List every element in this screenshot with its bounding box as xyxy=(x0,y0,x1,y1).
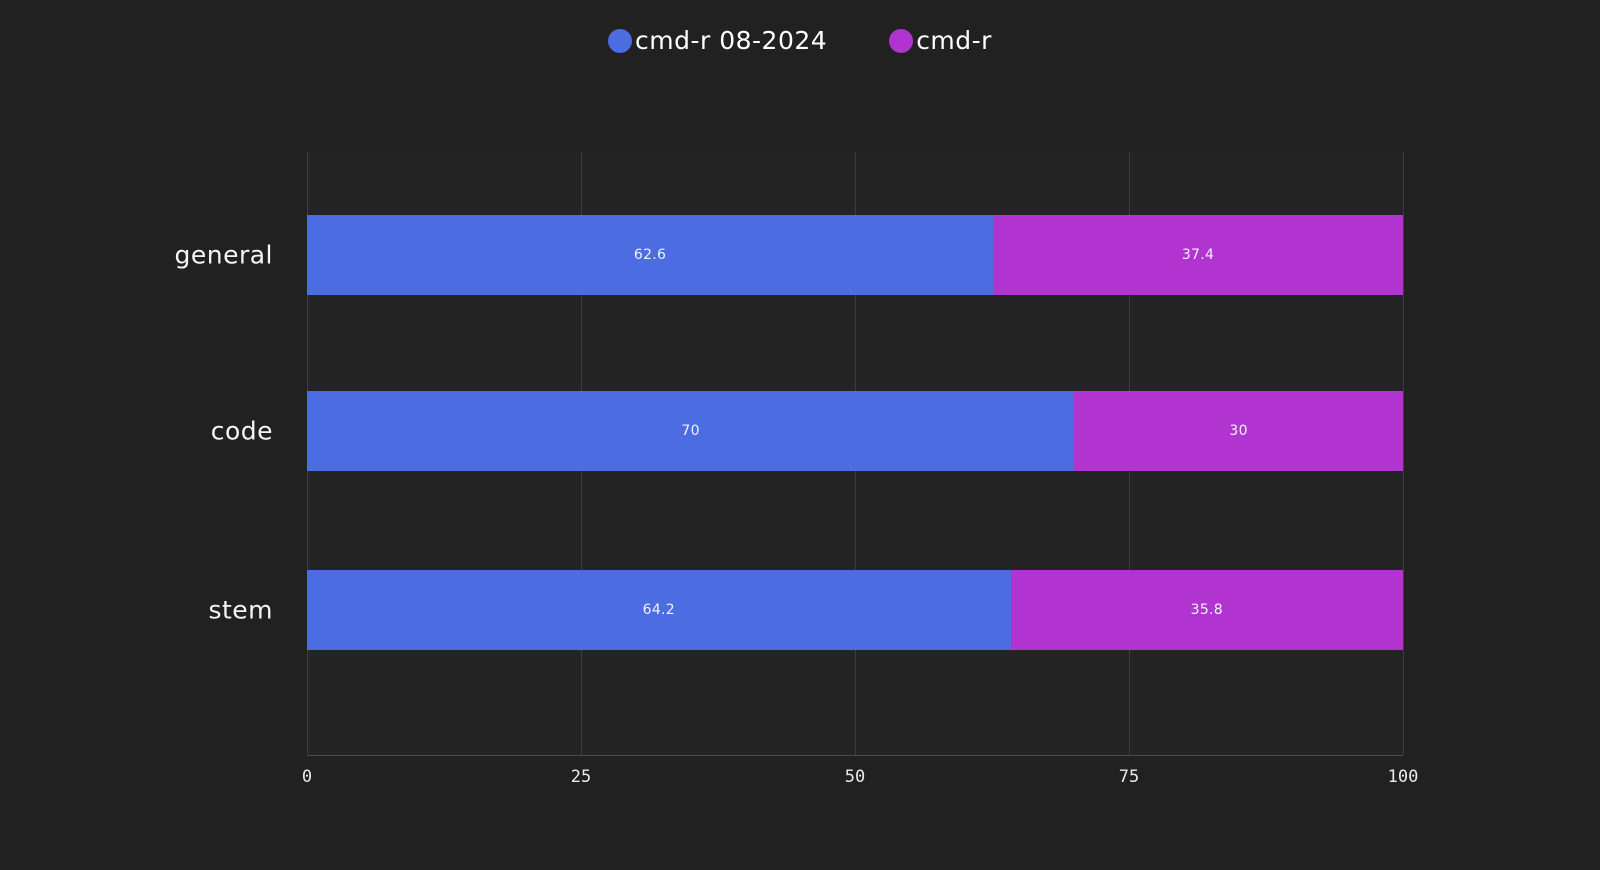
x-axis: 0 25 50 75 100 xyxy=(302,762,1418,794)
stacked-bar-stem: 64.2 35.8 xyxy=(307,570,1403,650)
bar-segment-code-cmd-r 08-2024[interactable]: 70 xyxy=(307,391,1075,471)
x-tick-label: 75 xyxy=(1118,767,1140,787)
legend-item-cmd-r-08-2024[interactable]: cmd-r 08-2024 xyxy=(608,26,827,55)
bar-value-label: 62.6 xyxy=(633,247,667,263)
bar-segment-stem-cmd-r[interactable]: 35.8 xyxy=(1010,570,1403,650)
plot-area: general 62.6 37.4 code 70 30 stem 64.2 35.8 xyxy=(174,152,1404,756)
x-tick-label: 25 xyxy=(570,767,592,787)
bar-segment-stem-cmd-r 08-2024[interactable]: 64.2 xyxy=(307,570,1011,650)
legend-label: cmd-r 08-2024 xyxy=(635,26,828,55)
x-tick-label: 100 xyxy=(1387,767,1419,787)
bar-segment-general-cmd-r[interactable]: 37.4 xyxy=(993,215,1403,295)
bar-row-general: general 62.6 37.4 xyxy=(174,215,1403,295)
stacked-bar-code: 70 30 xyxy=(307,391,1403,471)
x-tick-label: 50 xyxy=(844,767,866,787)
legend-label: cmd-r xyxy=(916,26,992,55)
category-label-general: general xyxy=(174,240,273,270)
legend-dot-icon xyxy=(608,28,633,53)
x-tick-label: 0 xyxy=(301,767,313,787)
category-label-code: code xyxy=(210,416,273,446)
legend-item-cmd-r[interactable]: cmd-r xyxy=(889,26,992,55)
legend-dot-icon xyxy=(889,28,914,53)
bar-segment-general-cmd-r 08-2024[interactable]: 62.6 xyxy=(307,215,994,295)
category-label-stem: stem xyxy=(208,595,273,625)
bar-value-label: 35.8 xyxy=(1190,602,1223,618)
bar-row-stem: stem 64.2 35.8 xyxy=(208,570,1403,650)
chart-legend: cmd-r 08-2024 cmd-r xyxy=(0,26,1600,55)
bar-value-label: 70 xyxy=(681,423,700,439)
bar-row-code: code 70 30 xyxy=(211,391,1403,471)
gridline xyxy=(1403,152,1404,755)
bar-value-label: 30 xyxy=(1229,423,1248,439)
bar-segment-code-cmd-r[interactable]: 30 xyxy=(1074,391,1403,471)
bar-value-label: 64.2 xyxy=(642,602,675,618)
stacked-bar-general: 62.6 37.4 xyxy=(307,215,1403,295)
bar-value-label: 37.4 xyxy=(1181,247,1215,263)
